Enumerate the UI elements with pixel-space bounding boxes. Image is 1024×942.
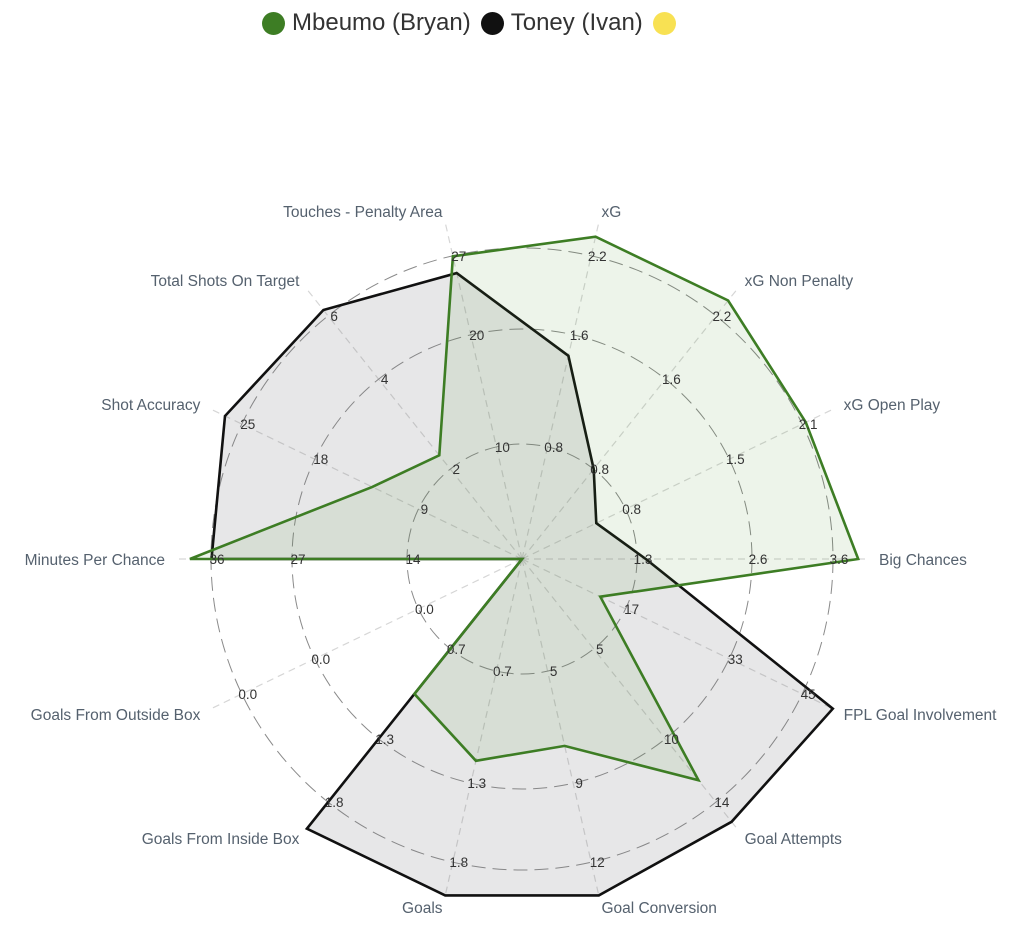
tick-label-xg-non-penalty-3: 2.2	[713, 309, 732, 324]
spoke-xg	[521, 222, 600, 560]
tick-label-minutes-per-chance-2: 27	[290, 552, 305, 567]
tick-label-total-shots-on-target-3: 6	[330, 309, 338, 324]
legend: Mbeumo (Bryan) Toney (Ivan)	[262, 6, 693, 40]
legend-dot-mbeumo	[262, 11, 285, 35]
spoke-fpl-goal-involvement	[521, 558, 834, 710]
legend-item-mbeumo[interactable]: Mbeumo (Bryan)	[262, 9, 471, 37]
legend-dot-third	[652, 11, 676, 35]
axis-label-xg-open-play: xG Open Play	[844, 397, 941, 414]
spoke-total-shots-on-target	[306, 288, 523, 560]
spoke-goals	[444, 558, 523, 896]
axis-label-shot-accuracy: Shot Accuracy	[101, 397, 200, 414]
tick-label-goal-conversion-3: 12	[590, 855, 605, 870]
tick-label-goal-conversion-1: 5	[550, 664, 558, 679]
tick-label-goals-from-inside-box-3: 1.8	[325, 795, 344, 810]
spoke-xg-non-penalty	[521, 288, 738, 560]
tick-label-goals-from-outside-box-2: 0.0	[311, 652, 330, 667]
spoke-xg-open-play	[521, 408, 834, 560]
axis-label-goals-from-inside-box: Goals From Inside Box	[142, 831, 300, 848]
tick-label-goals-from-inside-box-1: 0.7	[447, 642, 466, 657]
tick-label-shot-accuracy-2: 18	[313, 452, 328, 467]
tick-label-shot-accuracy-3: 25	[240, 417, 255, 432]
legend-dot-toney	[480, 11, 504, 35]
tick-label-fpl-goal-involvement-2: 33	[728, 652, 743, 667]
tick-label-touches-penalty-area-2: 20	[469, 328, 484, 343]
legend-item-toney[interactable]: Toney (Ivan)	[480, 9, 643, 37]
axis-label-touches-penalty-area: Touches - Penalty Area	[283, 204, 443, 221]
tick-label-goals-from-inside-box-2: 1.3	[375, 732, 394, 747]
tick-label-big-chances-2: 2.6	[749, 552, 768, 567]
tick-label-goals-1: 0.7	[493, 664, 512, 679]
tick-label-big-chances-1: 1.3	[634, 552, 653, 567]
axis-label-goal-attempts: Goal Attempts	[745, 831, 843, 848]
spoke-goals-from-outside-box	[210, 558, 523, 710]
tick-label-goals-from-outside-box-3: 0.0	[238, 687, 257, 702]
tick-label-fpl-goal-involvement-1: 17	[624, 602, 639, 617]
tick-label-goal-attempts-2: 10	[664, 732, 679, 747]
tick-label-minutes-per-chance-3: 36	[209, 552, 224, 567]
tick-label-xg-open-play-3: 2.1	[799, 417, 818, 432]
spoke-touches-penalty-area	[444, 222, 523, 560]
axis-label-minutes-per-chance: Minutes Per Chance	[25, 552, 165, 569]
tick-label-goals-2: 1.3	[467, 776, 486, 791]
axis-label-fpl-goal-involvement: FPL Goal Involvement	[844, 707, 997, 724]
tick-label-goals-3: 1.8	[449, 855, 468, 870]
tick-label-goal-conversion-2: 9	[575, 776, 583, 791]
legend-label-toney: Toney (Ivan)	[510, 9, 643, 36]
spoke-goal-attempts	[521, 558, 738, 830]
tick-label-xg-open-play-1: 0.8	[622, 502, 641, 517]
tick-label-goals-from-outside-box-1: 0.0	[415, 602, 434, 617]
tick-label-big-chances-3: 3.6	[830, 552, 849, 567]
axis-label-xg-non-penalty: xG Non Penalty	[745, 273, 854, 290]
tick-label-fpl-goal-involvement-3: 45	[801, 687, 816, 702]
axis-label-total-shots-on-target: Total Shots On Target	[151, 273, 300, 290]
tick-label-goal-attempts-1: 5	[596, 642, 604, 657]
spoke-shot-accuracy	[210, 408, 523, 560]
series-polygon-mbeumo-bryan	[189, 235, 860, 783]
tick-label-xg-2: 1.6	[570, 328, 589, 343]
axis-label-goals-from-outside-box: Goals From Outside Box	[31, 707, 201, 724]
tick-label-touches-penalty-area-1: 10	[495, 440, 510, 455]
axis-label-goal-conversion: Goal Conversion	[601, 900, 716, 917]
tick-label-total-shots-on-target-2: 4	[381, 372, 389, 387]
legend-label-mbeumo: Mbeumo (Bryan)	[292, 9, 471, 36]
axis-label-xg: xG	[601, 204, 621, 221]
legend-item-third[interactable]	[652, 11, 683, 35]
tick-label-xg-1: 0.8	[544, 440, 563, 455]
tick-label-goal-attempts-3: 14	[714, 795, 730, 810]
spoke-goal-conversion	[521, 558, 600, 896]
tick-label-xg-3: 2.2	[588, 249, 607, 264]
tick-label-xg-open-play-2: 1.5	[726, 452, 745, 467]
tick-label-shot-accuracy-1: 9	[421, 502, 429, 517]
tick-label-xg-non-penalty-1: 0.8	[590, 462, 609, 477]
tick-label-total-shots-on-target-1: 2	[453, 462, 461, 477]
tick-label-touches-penalty-area-3: 27	[451, 249, 466, 264]
axis-label-big-chances: Big Chances	[879, 552, 967, 569]
tick-label-minutes-per-chance-1: 14	[405, 552, 421, 567]
tick-label-xg-non-penalty-2: 1.6	[662, 372, 681, 387]
axis-label-goals: Goals	[402, 900, 443, 917]
